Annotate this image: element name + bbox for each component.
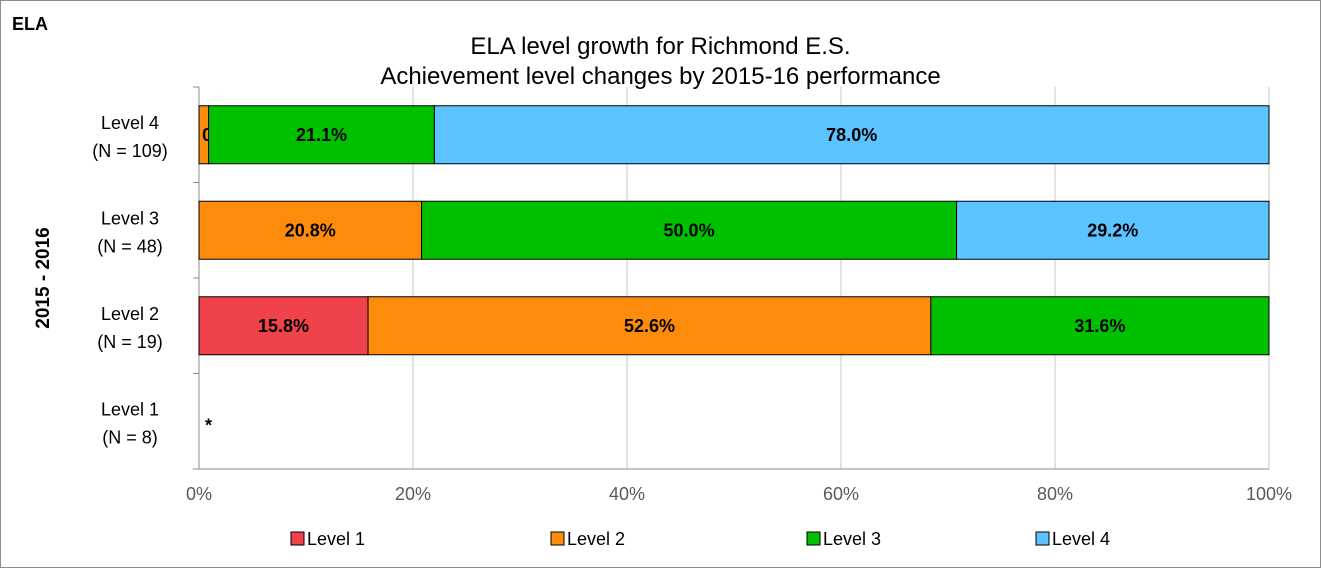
data-label: 52.6% bbox=[624, 316, 675, 336]
x-tick-label: 0% bbox=[186, 484, 212, 504]
data-label: 21.1% bbox=[296, 125, 347, 145]
chart-title: ELA level growth for Richmond E.S. bbox=[470, 33, 851, 60]
bar-segment bbox=[930, 296, 1270, 356]
x-tick-label: 80% bbox=[1037, 484, 1073, 504]
category-label: Level 1 bbox=[101, 399, 159, 419]
legend-label: Level 3 bbox=[823, 529, 881, 549]
bar-segment bbox=[367, 296, 932, 356]
chart-title-block: ELA level growth for Richmond E.S. Achie… bbox=[0, 32, 1321, 92]
suppressed-marker: * bbox=[205, 415, 212, 435]
bar-segment bbox=[208, 105, 435, 165]
data-label: 50.0% bbox=[664, 220, 715, 240]
data-label: 15.8% bbox=[258, 316, 309, 336]
data-label: 31.6% bbox=[1074, 316, 1125, 336]
data-label: 29.2% bbox=[1087, 220, 1138, 240]
subject-label: ELA bbox=[12, 14, 48, 34]
category-count-label: (N = 48) bbox=[97, 236, 163, 256]
data-label: 78.0% bbox=[826, 125, 877, 145]
x-tick-label: 60% bbox=[823, 484, 859, 504]
x-tick-label: 100% bbox=[1246, 484, 1292, 504]
legend-label: Level 1 bbox=[307, 529, 365, 549]
bar-segment bbox=[433, 105, 1270, 165]
legend-label: Level 4 bbox=[1052, 529, 1110, 549]
bar-segment bbox=[198, 296, 369, 356]
chart-subtitle: Achievement level changes by 2015-16 per… bbox=[380, 63, 941, 90]
legend-swatch bbox=[1035, 531, 1050, 546]
x-tick-label: 20% bbox=[395, 484, 431, 504]
x-tick-label: 40% bbox=[609, 484, 645, 504]
category-count-label: (N = 8) bbox=[102, 427, 158, 447]
legend-swatch bbox=[290, 531, 305, 546]
bar-segment bbox=[421, 200, 958, 260]
legend-label: Level 2 bbox=[567, 529, 625, 549]
category-count-label: (N = 19) bbox=[97, 332, 163, 352]
category-label: Level 2 bbox=[101, 304, 159, 324]
category-count-label: (N = 109) bbox=[92, 141, 168, 161]
category-label: Level 3 bbox=[101, 208, 159, 228]
legend-swatch bbox=[806, 531, 821, 546]
bar-segment bbox=[198, 200, 423, 260]
y-axis-title: 2015 - 2016 bbox=[33, 227, 54, 328]
data-label: 20.8% bbox=[285, 220, 336, 240]
legend-swatch bbox=[550, 531, 565, 546]
bar-segment bbox=[956, 200, 1270, 260]
category-label: Level 4 bbox=[101, 113, 159, 133]
